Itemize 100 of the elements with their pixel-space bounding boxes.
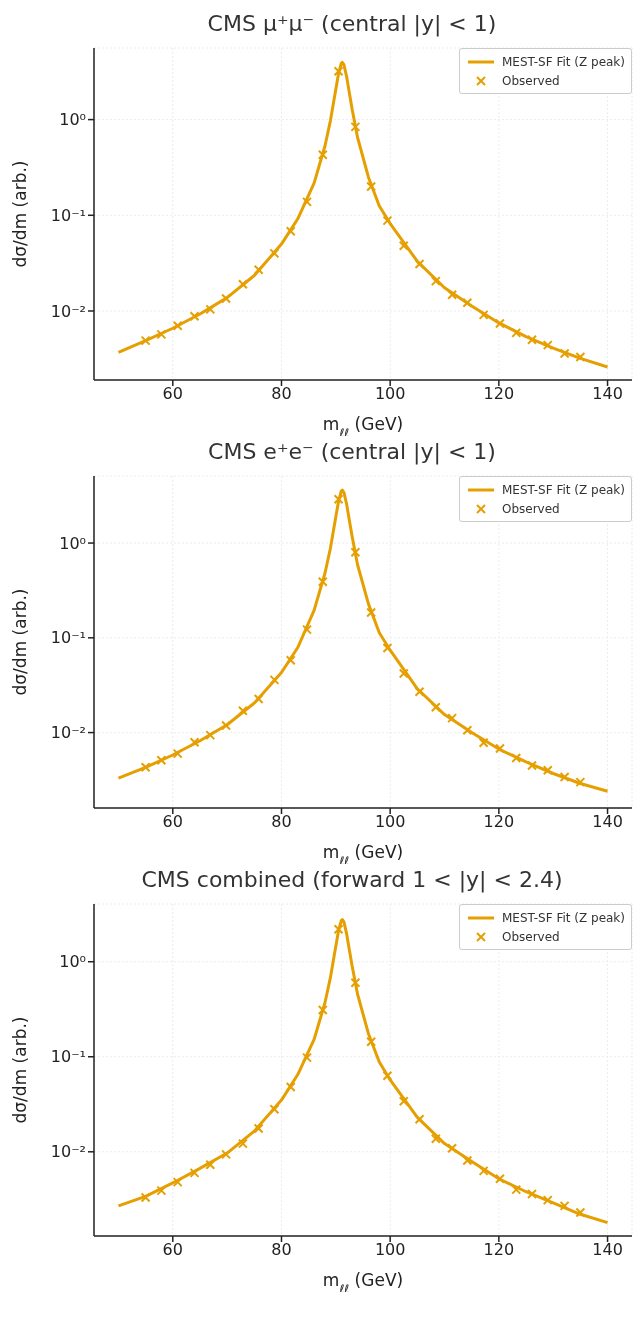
point [285,226,296,237]
point [350,547,361,558]
point [494,1173,505,1184]
point [494,743,505,754]
point [527,334,538,345]
point [285,655,296,666]
x-tick-label: 80 [271,384,292,404]
point [205,730,216,741]
y-tick-label: 10⁰ [59,952,86,972]
legend-label: Observed [501,929,560,944]
point [559,1200,570,1211]
point [398,668,409,679]
point [140,1192,151,1203]
point [414,1114,425,1125]
point [382,215,393,226]
point [302,1052,313,1063]
point [333,494,344,505]
point [189,1167,200,1178]
point [189,737,200,748]
point [414,258,425,269]
y-tick-label: 10⁻² [50,723,86,743]
point [527,760,538,771]
chart-title: CMS e⁺e⁻ (central |y| < 1) [207,438,497,467]
point [317,149,328,160]
chart-title: CMS μ⁺μ⁻ (central |y| < 1) [206,10,498,39]
x-tick-label: 120 [483,1240,515,1260]
point [462,1155,473,1166]
x-tick-label: 80 [271,1240,292,1260]
point [237,279,248,290]
y-tick-label: 10⁰ [59,110,86,130]
point [430,1133,441,1144]
legend-label: MEST-SF Fit (Z peak) [501,910,625,925]
x-tick-label: 120 [483,812,515,832]
point [511,1184,522,1195]
point [366,1036,377,1047]
x-tick-label: 140 [592,812,623,832]
point [366,181,377,192]
point [542,765,553,776]
point [221,1149,232,1160]
point [237,1138,248,1149]
x-tick-label: 80 [271,812,292,832]
x-tick-label: 60 [162,812,183,832]
legend-label: MEST-SF Fit (Z peak) [501,482,625,497]
point [559,771,570,782]
point [350,977,361,988]
point [575,777,586,788]
x-tick-label: 100 [374,1240,406,1260]
point [462,297,473,308]
x-tick-label: 140 [592,384,623,404]
x-tick-label: 60 [162,384,183,404]
point [478,309,489,320]
point [462,725,473,736]
point [172,748,183,759]
point [140,335,151,346]
point [398,1096,409,1107]
y-tick-label: 10⁻² [50,1142,86,1162]
point [189,311,200,322]
point [269,674,280,685]
y-tick-label: 10⁰ [59,533,86,553]
point [269,248,280,259]
point [430,276,441,287]
point [317,576,328,587]
point [172,1177,183,1188]
point [285,1082,296,1093]
x-tick-label: 140 [592,1240,623,1260]
point [414,686,425,697]
y-tick-label: 10⁻¹ [50,205,86,225]
point [542,340,553,351]
y-tick-label: 10⁻² [50,301,86,321]
point [221,720,232,731]
point [527,1188,538,1199]
x-tick-label: 60 [162,1240,183,1260]
point [478,1165,489,1176]
point [366,607,377,618]
y-tick-label: 10⁻¹ [50,1047,86,1067]
point [478,737,489,748]
point [333,66,344,77]
point [559,348,570,359]
point [253,1123,264,1134]
y-axis-title: dσ/dm (arb.) [10,160,30,268]
x-tick-label: 100 [374,384,406,404]
point [398,240,409,251]
point [302,624,313,635]
x-tick-label: 100 [374,812,406,832]
point [575,1207,586,1218]
x-tick-label: 120 [483,384,515,404]
point [447,1143,458,1154]
point [494,318,505,329]
legend-label: MEST-SF Fit (Z peak) [501,54,625,69]
point [253,264,264,275]
legend-label: Observed [501,73,560,88]
point [382,643,393,654]
point [156,329,167,340]
legend-label: Observed [501,501,560,516]
point [350,121,361,132]
y-tick-label: 10⁻¹ [50,628,86,648]
point [253,694,264,705]
y-axis-title: dσ/dm (arb.) [10,588,30,696]
point [430,702,441,713]
chart-title: CMS combined (forward 1 < |y| < 2.4) [140,866,564,895]
